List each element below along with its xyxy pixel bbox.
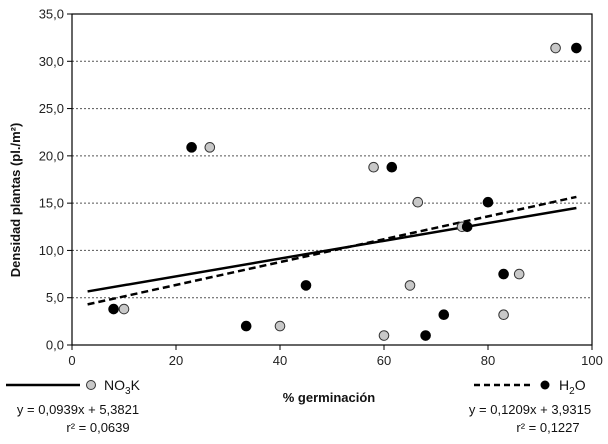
point-no3k <box>404 280 416 291</box>
point-h2o <box>240 320 252 332</box>
point-h2o <box>438 309 450 321</box>
gridlines <box>72 60 592 299</box>
legend-no3k-r2: r² = 0,0639 <box>66 420 129 435</box>
y-tick-label: 25,0 <box>39 101 64 116</box>
point-h2o <box>108 303 119 315</box>
point-no3k <box>498 309 509 321</box>
y-axis-ticks: 0,0 5,0 10,0 15,0 20,0 25,0 30,0 35,0 <box>39 7 72 353</box>
point-h2o <box>482 196 494 208</box>
x-tick-label: 0 <box>68 353 75 368</box>
legend-h2o-label: H2O <box>559 377 586 397</box>
point-no3k <box>204 142 216 153</box>
x-tick-label: 20 <box>169 353 183 368</box>
legend-no3k-label: NO3K <box>104 377 141 397</box>
point-no3k <box>412 196 424 208</box>
point-no3k <box>550 42 561 54</box>
point-h2o <box>498 268 509 280</box>
point-h2o <box>386 161 398 173</box>
point-no3k <box>368 161 379 173</box>
legend-h2o: H2O y = 0,1209x + 3,9315 r² = 0,1227 <box>469 377 591 435</box>
point-h2o <box>420 330 431 341</box>
trendlines <box>87 195 577 306</box>
legend-no3k-equation: y = 0,0939x + 5,3821 <box>17 402 139 417</box>
y-tick-label: 0,0 <box>46 338 64 353</box>
y-tick-label: 10,0 <box>39 243 64 258</box>
y-tick-label: 5,0 <box>46 290 64 305</box>
x-tick-label: 60 <box>377 353 391 368</box>
y-tick-label: 20,0 <box>39 148 64 163</box>
legend-no3k-marker <box>86 380 96 390</box>
x-tick-label: 40 <box>273 353 287 368</box>
y-tick-label: 15,0 <box>39 196 64 211</box>
legend-h2o-equation: y = 0,1209x + 3,9315 <box>469 402 591 417</box>
legend-h2o-marker <box>540 380 550 390</box>
trendline-no3k <box>87 206 577 293</box>
legend-h2o-r2: r² = 0,1227 <box>516 420 579 435</box>
data-points <box>108 42 582 341</box>
point-h2o <box>571 42 582 54</box>
x-axis-title: % germinación <box>283 390 376 405</box>
point-h2o <box>461 221 473 233</box>
point-no3k <box>274 320 286 332</box>
plot-frame <box>71 13 593 346</box>
trendline-h2o <box>87 195 577 306</box>
point-no3k <box>378 330 390 341</box>
point-no3k <box>513 268 525 280</box>
y-tick-label: 35,0 <box>39 7 64 22</box>
point-h2o <box>300 280 312 291</box>
point-h2o <box>186 142 197 153</box>
x-tick-label: 80 <box>481 353 495 368</box>
x-axis-ticks: 0 20 40 60 80 100 <box>68 345 603 368</box>
x-tick-label: 100 <box>581 353 603 368</box>
y-axis-title: Densidad plantas (pl./m²) <box>8 123 23 278</box>
point-no3k <box>118 303 130 315</box>
legend-no3k: NO3K y = 0,0939x + 5,3821 r² = 0,0639 <box>6 377 141 435</box>
y-tick-label: 30,0 <box>39 54 64 69</box>
